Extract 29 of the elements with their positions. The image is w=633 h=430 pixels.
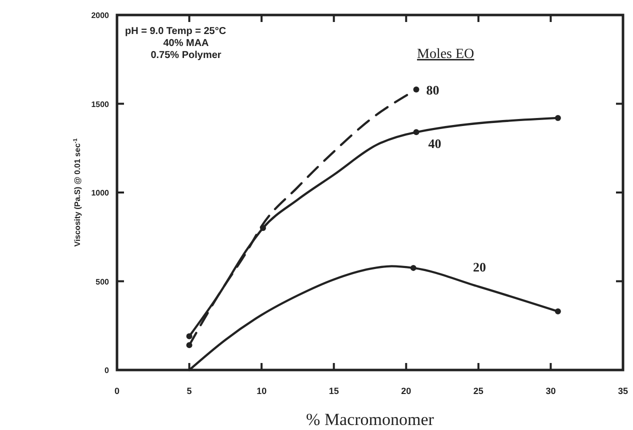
point [186,333,192,340]
point [410,264,416,271]
point [260,225,266,231]
x-tick-label: 0 [114,386,120,396]
series-label: 80 [426,82,440,98]
x-axis-title: % Macromonomer [306,410,434,429]
point [554,114,561,121]
x-tick-label: 25 [473,386,484,396]
annotation: pH = 9.0 Temp = 25°C [125,26,226,37]
y-tick-label: 0 [104,366,110,375]
series-label: 20 [472,259,486,274]
series-label: 40 [428,136,442,151]
point [554,308,561,314]
x-tick-label: 10 [256,386,267,396]
y-tick-label: 500 [96,277,110,286]
point [413,129,420,136]
y-tick-label: 1000 [91,188,110,198]
y-tick-label: 1500 [91,100,110,109]
legend-title: Moles EO [417,47,474,62]
x-tick-label: 30 [546,386,556,396]
x-tick-label: 35 [618,386,628,396]
annotation: 40% MAA [163,38,209,49]
y-tick-label: 2000 [91,11,110,20]
point [186,342,192,348]
x-tick-label: 20 [401,386,412,396]
point [413,86,420,93]
annotation: 0.75% Polymer [150,50,222,61]
x-tick-label: 5 [186,386,192,396]
x-tick-label: 15 [328,386,339,396]
